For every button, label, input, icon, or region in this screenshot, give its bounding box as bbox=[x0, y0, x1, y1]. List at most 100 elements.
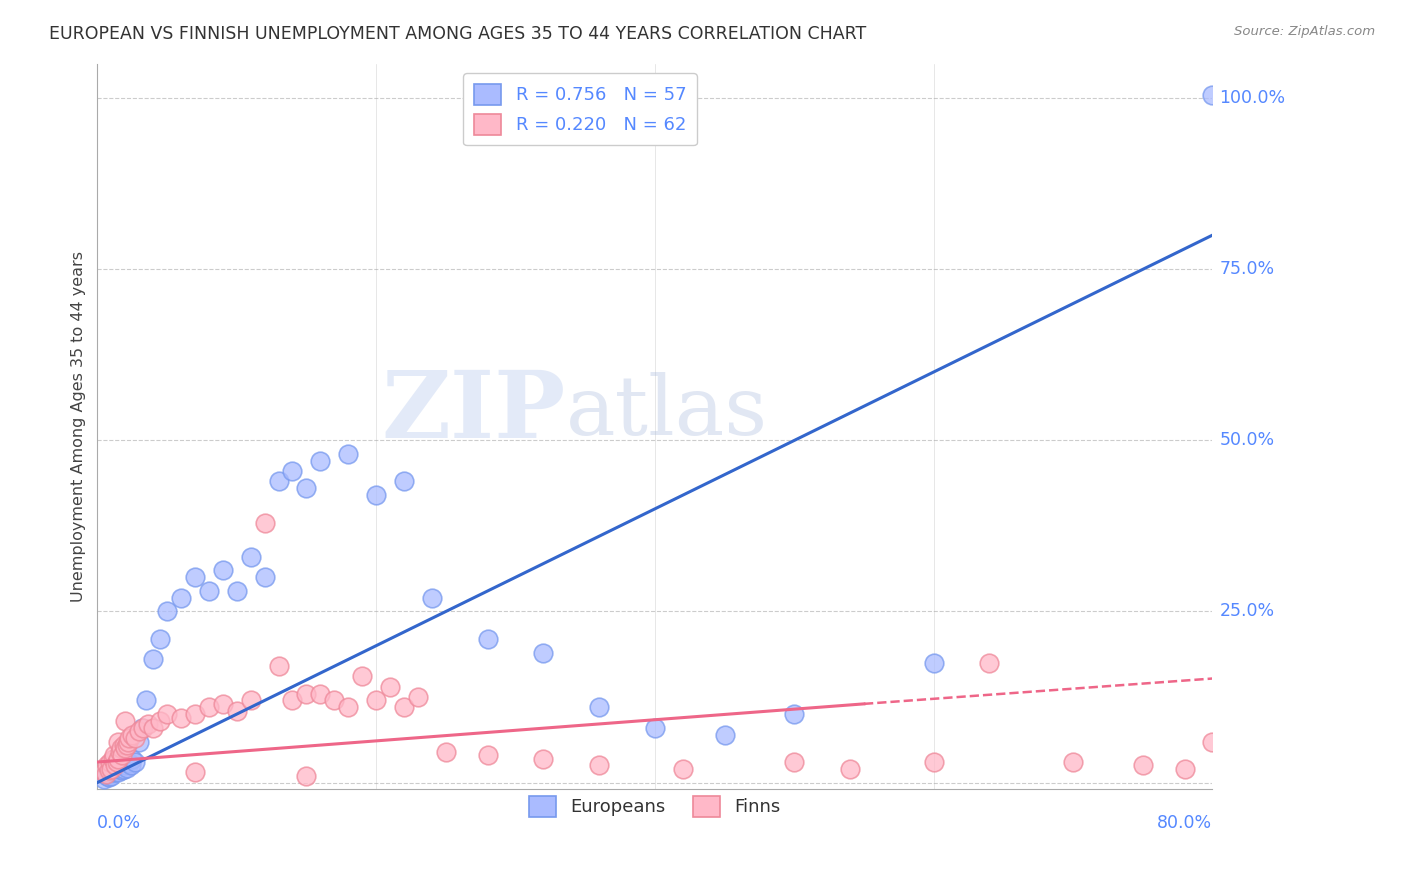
Text: 100.0%: 100.0% bbox=[1219, 89, 1285, 107]
Point bbox=[111, 763, 134, 777]
Point bbox=[253, 570, 276, 584]
Point bbox=[184, 570, 207, 584]
Point bbox=[120, 758, 142, 772]
Point bbox=[105, 763, 128, 777]
Point bbox=[124, 755, 146, 769]
Text: 80.0%: 80.0% bbox=[1157, 814, 1212, 832]
Text: 75.0%: 75.0% bbox=[1219, 260, 1275, 278]
Point bbox=[406, 690, 429, 704]
Point bbox=[156, 707, 179, 722]
Point bbox=[1062, 755, 1084, 769]
Point bbox=[105, 755, 128, 769]
Point bbox=[295, 769, 318, 783]
Point bbox=[267, 659, 290, 673]
Point bbox=[98, 755, 121, 769]
Point bbox=[97, 765, 120, 780]
Point bbox=[225, 584, 247, 599]
Text: 0.0%: 0.0% bbox=[97, 814, 142, 832]
Point bbox=[124, 731, 146, 745]
Point bbox=[114, 741, 136, 756]
Point bbox=[93, 772, 115, 786]
Point bbox=[783, 707, 806, 722]
Point bbox=[114, 758, 136, 772]
Point bbox=[112, 738, 135, 752]
Point bbox=[979, 656, 1001, 670]
Point bbox=[366, 693, 388, 707]
Point bbox=[136, 717, 159, 731]
Point bbox=[295, 687, 318, 701]
Point bbox=[101, 762, 124, 776]
Text: Source: ZipAtlas.com: Source: ZipAtlas.com bbox=[1234, 25, 1375, 38]
Legend: Europeans, Finns: Europeans, Finns bbox=[522, 789, 787, 824]
Point bbox=[96, 758, 118, 772]
Point bbox=[108, 755, 131, 769]
Point bbox=[118, 756, 141, 771]
Point bbox=[142, 721, 165, 735]
Point bbox=[108, 762, 131, 776]
Y-axis label: Unemployment Among Ages 35 to 44 years: Unemployment Among Ages 35 to 44 years bbox=[72, 252, 86, 602]
Point bbox=[477, 748, 499, 763]
Point bbox=[420, 591, 443, 605]
Point bbox=[107, 734, 129, 748]
Point bbox=[477, 632, 499, 646]
Point bbox=[101, 751, 124, 765]
Point bbox=[211, 563, 233, 577]
Point bbox=[104, 758, 127, 772]
Point bbox=[267, 475, 290, 489]
Point bbox=[281, 464, 304, 478]
Point bbox=[100, 762, 122, 776]
Point bbox=[531, 646, 554, 660]
Point bbox=[101, 765, 124, 780]
Point bbox=[135, 693, 157, 707]
Point bbox=[103, 748, 125, 763]
Point bbox=[366, 488, 388, 502]
Point bbox=[309, 687, 332, 701]
Point bbox=[337, 700, 360, 714]
Point bbox=[111, 748, 134, 763]
Point bbox=[97, 770, 120, 784]
Point bbox=[225, 704, 247, 718]
Point bbox=[323, 693, 346, 707]
Point bbox=[1201, 734, 1223, 748]
Point bbox=[184, 707, 207, 722]
Point bbox=[198, 700, 221, 714]
Point bbox=[128, 724, 150, 739]
Point bbox=[149, 632, 172, 646]
Point bbox=[434, 745, 457, 759]
Point bbox=[1174, 762, 1197, 776]
Point bbox=[922, 755, 945, 769]
Point bbox=[117, 734, 139, 748]
Point bbox=[1201, 87, 1223, 102]
Point bbox=[107, 758, 129, 772]
Point bbox=[103, 763, 125, 777]
Point bbox=[110, 760, 132, 774]
Point bbox=[198, 584, 221, 599]
Point bbox=[239, 693, 262, 707]
Point bbox=[239, 549, 262, 564]
Point bbox=[117, 755, 139, 769]
Point bbox=[111, 756, 134, 771]
Point bbox=[672, 762, 695, 776]
Text: ZIP: ZIP bbox=[381, 368, 565, 458]
Point bbox=[93, 765, 115, 780]
Point bbox=[170, 591, 193, 605]
Point bbox=[392, 700, 415, 714]
Point bbox=[104, 762, 127, 776]
Point bbox=[115, 738, 138, 752]
Point bbox=[644, 721, 666, 735]
Point bbox=[783, 755, 806, 769]
Point bbox=[97, 763, 120, 777]
Point bbox=[121, 751, 143, 765]
Point bbox=[281, 693, 304, 707]
Point bbox=[295, 481, 318, 495]
Point bbox=[110, 741, 132, 756]
Point bbox=[839, 762, 862, 776]
Text: EUROPEAN VS FINNISH UNEMPLOYMENT AMONG AGES 35 TO 44 YEARS CORRELATION CHART: EUROPEAN VS FINNISH UNEMPLOYMENT AMONG A… bbox=[49, 25, 866, 43]
Point bbox=[211, 697, 233, 711]
Point bbox=[337, 447, 360, 461]
Text: atlas: atlas bbox=[565, 372, 768, 452]
Point bbox=[107, 765, 129, 780]
Point bbox=[531, 751, 554, 765]
Point bbox=[588, 758, 610, 772]
Point bbox=[392, 475, 415, 489]
